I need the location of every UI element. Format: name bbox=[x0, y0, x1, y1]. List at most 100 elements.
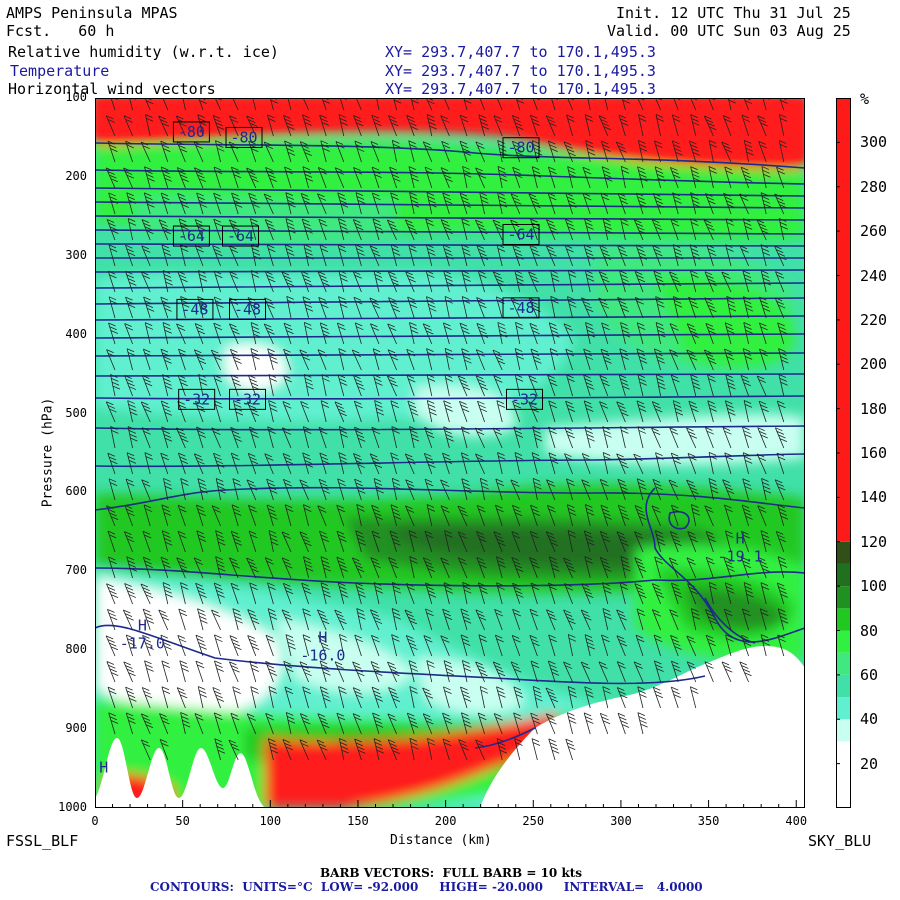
wind-barb bbox=[707, 374, 716, 397]
wind-barb bbox=[531, 140, 543, 163]
wind-barb bbox=[475, 453, 485, 475]
wind-barb bbox=[497, 322, 508, 345]
wind-barb bbox=[478, 114, 490, 137]
high-value: -17.0 bbox=[120, 635, 165, 653]
wind-barb bbox=[194, 323, 206, 345]
wind-barb bbox=[233, 400, 244, 423]
wind-barb bbox=[598, 115, 611, 137]
wind-barb bbox=[739, 193, 749, 215]
wind-barb bbox=[353, 296, 363, 319]
wind-barb bbox=[686, 427, 698, 449]
wind-barb bbox=[604, 98, 609, 111]
wind-barb bbox=[229, 115, 239, 137]
right-station-label: SKY_BLU bbox=[808, 832, 872, 850]
wind-barb bbox=[197, 608, 208, 631]
wind-barb bbox=[581, 453, 591, 475]
wind-barb bbox=[564, 244, 574, 267]
wind-barb bbox=[229, 557, 240, 579]
wind-barb bbox=[567, 686, 577, 709]
wind-barb bbox=[708, 452, 718, 475]
wind-barb bbox=[497, 452, 506, 475]
wind-barb bbox=[336, 712, 346, 735]
wind-barb bbox=[391, 140, 401, 163]
wind-barb bbox=[161, 426, 173, 449]
colorbar-band bbox=[836, 563, 851, 587]
wind-barb bbox=[178, 218, 189, 241]
wind-barb bbox=[426, 114, 437, 137]
wind-barb bbox=[213, 374, 223, 397]
wind-barb bbox=[634, 583, 647, 605]
wind-barb bbox=[460, 686, 472, 709]
wind-barb bbox=[545, 245, 557, 267]
contour-label: -64 bbox=[502, 223, 540, 245]
wind-barb bbox=[457, 531, 468, 553]
wind-barb bbox=[742, 426, 752, 449]
wind-barb bbox=[422, 687, 434, 709]
wind-barb bbox=[739, 245, 749, 267]
wind-barb bbox=[141, 687, 153, 709]
wind-barb bbox=[565, 738, 576, 761]
wind-barb bbox=[511, 557, 524, 579]
wind-barb bbox=[461, 244, 471, 267]
wind-barb bbox=[197, 296, 208, 319]
x-tick-label: 0 bbox=[91, 814, 99, 828]
field-rh-title: Relative humidity (w.r.t. ice) bbox=[8, 43, 279, 61]
wind-barb bbox=[426, 348, 435, 371]
wind-barb bbox=[760, 270, 772, 293]
wind-barb bbox=[422, 141, 433, 163]
wind-barb bbox=[671, 140, 683, 163]
wind-barb bbox=[496, 738, 508, 761]
contour-label: -80 bbox=[172, 121, 210, 143]
wind-barb bbox=[600, 504, 612, 527]
high-marker: H-16.0 bbox=[300, 628, 345, 664]
wind-barb bbox=[756, 219, 770, 241]
wind-barb bbox=[742, 296, 754, 319]
wind-barb bbox=[264, 453, 274, 475]
wind-barb bbox=[284, 166, 293, 189]
wind-barb bbox=[442, 738, 452, 761]
wind-barb bbox=[529, 322, 540, 345]
wind-barb bbox=[669, 427, 679, 449]
wind-barb bbox=[690, 192, 701, 215]
wind-barb bbox=[761, 478, 772, 501]
wind-barb bbox=[317, 167, 327, 189]
wind-barb bbox=[742, 348, 753, 371]
wind-barb bbox=[266, 244, 276, 267]
wind-barb bbox=[548, 400, 558, 423]
wind-barb bbox=[758, 400, 769, 423]
wind-barb bbox=[670, 686, 681, 709]
wind-barb bbox=[760, 530, 771, 553]
wind-barb bbox=[583, 244, 595, 267]
wind-barb bbox=[387, 661, 400, 683]
wind-barb bbox=[774, 245, 787, 267]
wind-barb bbox=[620, 218, 629, 241]
wind-barb bbox=[160, 400, 172, 423]
wind-barb bbox=[651, 505, 661, 527]
wind-barb bbox=[320, 582, 331, 605]
wind-barb bbox=[530, 582, 540, 605]
wind-barb bbox=[318, 426, 328, 449]
wind-barb bbox=[160, 556, 171, 579]
wind-barb bbox=[285, 712, 296, 735]
wind-barb bbox=[514, 738, 523, 761]
wind-barb bbox=[354, 140, 365, 163]
wind-barb bbox=[124, 323, 134, 345]
wind-barb bbox=[267, 608, 278, 631]
wind-barb bbox=[462, 166, 472, 189]
wind-barb bbox=[388, 297, 401, 319]
wind-barb bbox=[424, 478, 434, 501]
wind-barb bbox=[159, 739, 169, 761]
wind-barb bbox=[250, 348, 260, 371]
wind-barb bbox=[319, 244, 329, 267]
wind-barb bbox=[302, 686, 311, 709]
wind-barb bbox=[492, 427, 503, 449]
wind-barb bbox=[406, 374, 416, 397]
wind-barb bbox=[299, 713, 311, 735]
wind-barb bbox=[263, 193, 274, 215]
wind-barb bbox=[247, 452, 259, 475]
wind-barb bbox=[386, 219, 398, 241]
wind-barb bbox=[479, 192, 489, 215]
wind-barb bbox=[287, 98, 292, 111]
wind-barb bbox=[353, 115, 364, 137]
wind-barb bbox=[320, 140, 330, 163]
